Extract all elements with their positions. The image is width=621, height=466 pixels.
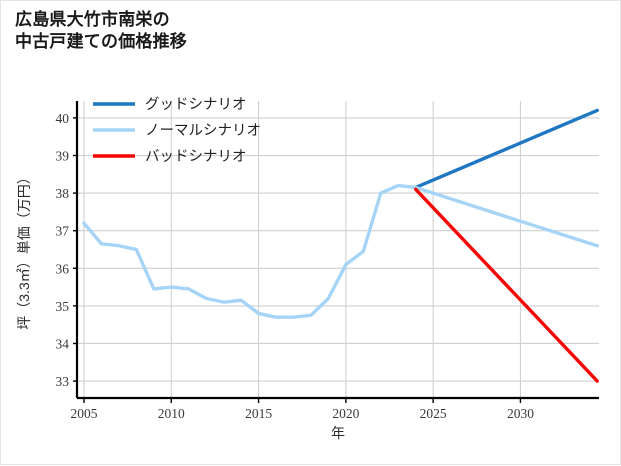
- x-tick-label: 2010: [158, 406, 185, 421]
- x-axis-title: 年: [331, 425, 345, 441]
- y-tick-label: 33: [56, 374, 70, 389]
- series-line-バッドシナリオ: [413, 187, 599, 383]
- chart-title-line: 中古戸建ての価格推移: [15, 32, 187, 52]
- y-tick-label: 36: [56, 261, 70, 276]
- series-line-グッドシナリオ: [413, 108, 599, 190]
- legend-label-2: バッドシナリオ: [145, 149, 247, 165]
- legend-label-0: グッドシナリオ: [145, 96, 247, 113]
- y-tick-label: 35: [56, 299, 70, 314]
- x-tick-label: 2025: [420, 406, 447, 421]
- x-tick-label: 2005: [70, 406, 97, 421]
- x-tick-label: 2015: [245, 406, 272, 421]
- y-tick-label: 34: [56, 336, 70, 351]
- y-tick-label: 38: [56, 186, 70, 201]
- legend-label-1: ノーマルシナリオ: [145, 123, 261, 139]
- chart-title: 広島県大竹市南栄の 中古戸建ての価格推移: [15, 9, 187, 54]
- series-line-ノーマルシナリオ: [82, 183, 599, 319]
- chart-title-line: 広島県大竹市南栄の: [15, 10, 170, 29]
- y-tick-label: 37: [56, 224, 70, 239]
- x-axis-ticks: 2005 2010 2015 2020 2025 2030: [70, 398, 534, 421]
- series-lines: [82, 108, 599, 383]
- y-axis-title: 坪（3.3㎡）単価（万円）: [16, 170, 32, 329]
- y-axis-ticks: 33 34 35 36 37 38 39 40: [56, 111, 77, 389]
- y-tick-label: 39: [56, 149, 70, 164]
- y-tick-label: 40: [56, 111, 70, 126]
- x-tick-label: 2030: [507, 406, 534, 421]
- gridlines: [77, 101, 599, 398]
- x-tick-label: 2020: [332, 406, 359, 421]
